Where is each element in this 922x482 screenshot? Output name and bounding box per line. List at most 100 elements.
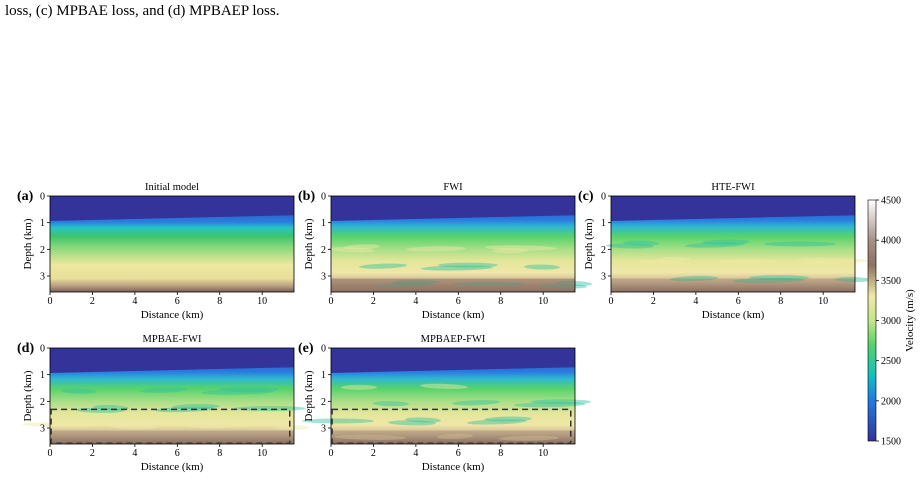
texture	[234, 405, 306, 411]
panel: (d) MPBAE-FWI 0 2 4 6 8 10 0 1 2 3 Distance (km) Dept…	[17, 334, 309, 473]
texture	[717, 258, 777, 264]
panel-title: HTE-FWI	[711, 182, 755, 193]
texture	[187, 423, 247, 429]
texture	[219, 386, 279, 392]
texture	[531, 399, 591, 405]
y-tick-label: 0	[321, 344, 326, 355]
texture	[202, 389, 274, 395]
x-tick-label: 10	[257, 448, 267, 459]
water-layer	[331, 196, 575, 221]
x-tick-label: 0	[329, 448, 334, 459]
panel-title: Initial model	[145, 182, 199, 193]
texture	[452, 400, 500, 406]
deep-layer	[50, 430, 294, 444]
texture	[421, 265, 493, 271]
texture	[655, 256, 691, 262]
texture	[606, 243, 654, 249]
y-tick-label: 2	[321, 397, 326, 408]
texture	[420, 383, 468, 390]
y-axis-label: Depth (km)	[303, 218, 315, 269]
texture	[327, 247, 375, 253]
texture	[796, 257, 868, 263]
texture	[273, 425, 309, 431]
texture	[388, 420, 436, 426]
frame	[330, 195, 576, 293]
y-tick-label: 0	[40, 192, 45, 203]
y-tick-label: 0	[40, 344, 45, 355]
x-tick-label: 0	[329, 296, 334, 307]
colorbar	[867, 199, 877, 442]
y-tick-label: 1	[40, 370, 45, 381]
texture	[749, 275, 809, 281]
x-tick-label: 10	[818, 296, 828, 307]
y-tick-label: 3	[321, 424, 326, 435]
x-tick-label: 4	[413, 448, 418, 459]
water-layer	[50, 196, 294, 221]
texture	[732, 277, 804, 284]
x-tick-label: 4	[132, 448, 137, 459]
x-tick-label: 8	[217, 448, 222, 459]
texture	[302, 418, 374, 424]
y-axis-label: Depth (km)	[22, 370, 34, 421]
texture	[803, 260, 839, 266]
texture	[670, 275, 718, 282]
panel-label: (a)	[17, 189, 34, 204]
texture	[140, 387, 188, 393]
texture	[638, 259, 686, 265]
water-layer	[331, 348, 575, 373]
texture	[467, 419, 527, 425]
water-layer	[50, 348, 294, 373]
x-axis-label: Distance (km)	[141, 461, 204, 473]
x-tick-label: 6	[456, 448, 461, 459]
panel-label: (b)	[298, 189, 315, 204]
texture	[341, 384, 377, 390]
texture	[373, 401, 409, 407]
x-tick-label: 0	[48, 296, 53, 307]
deep-layer	[331, 278, 575, 292]
frame	[610, 195, 856, 293]
x-axis-label: Distance (km)	[422, 309, 485, 321]
texture	[492, 248, 528, 254]
deep-layer	[611, 278, 855, 292]
texture	[524, 264, 560, 270]
x-axis-label: Distance (km)	[422, 461, 485, 473]
y-tick-label: 2	[601, 245, 606, 256]
x-tick-label: 2	[371, 296, 376, 307]
texture	[108, 424, 156, 430]
x-tick-label: 10	[538, 448, 548, 459]
x-axis-label: Distance (km)	[141, 309, 204, 321]
panel-label: (e)	[298, 341, 314, 356]
y-tick-label: 2	[40, 245, 45, 256]
texture	[764, 241, 836, 247]
texture	[485, 245, 557, 251]
x-tick-label: 2	[651, 296, 656, 307]
x-tick-label: 2	[90, 296, 95, 307]
panel: (a) Initial model 0 2 4 6 8 10 0 1 2 3 Distance (km)…	[17, 182, 295, 321]
panel: (c) HTE-FWI 0 2 4 6 8 10 0 1 2 3 Distance (km) Depth …	[578, 182, 871, 321]
x-tick-label: 8	[498, 296, 503, 307]
texture	[359, 263, 407, 269]
colorbar-tick-label: 2500	[881, 356, 901, 367]
focus-box	[331, 408, 572, 444]
x-tick-label: 6	[175, 448, 180, 459]
deep-layer	[331, 430, 575, 444]
texture	[514, 402, 586, 408]
texture	[685, 242, 745, 248]
colorbar-tick-label: 4000	[881, 236, 901, 247]
x-tick-label: 2	[371, 448, 376, 459]
frame	[49, 195, 295, 293]
panel: (e) MPBAEP-FWI 0 2 4 6 8 10 0 1 2 3 Distance (km) Dep…	[298, 334, 591, 473]
y-tick-label: 3	[601, 272, 606, 283]
texture	[125, 421, 161, 427]
panel-label: (d)	[17, 341, 34, 356]
texture	[623, 240, 659, 246]
texture	[405, 417, 441, 423]
panel-label: (c)	[578, 189, 594, 204]
y-tick-label: 1	[321, 370, 326, 381]
texture	[437, 433, 473, 439]
x-tick-label: 8	[498, 448, 503, 459]
panel: (b) FWI 0 2 4 6 8 10 0 1 2 3 Distance (km) Depth (km)	[298, 182, 592, 321]
colorbar-label: Velocity (m/s)	[904, 289, 916, 352]
caption: loss, (c) MPBAE loss, and (d) MPBAEP los…	[5, 3, 279, 19]
x-tick-label: 4	[693, 296, 698, 307]
